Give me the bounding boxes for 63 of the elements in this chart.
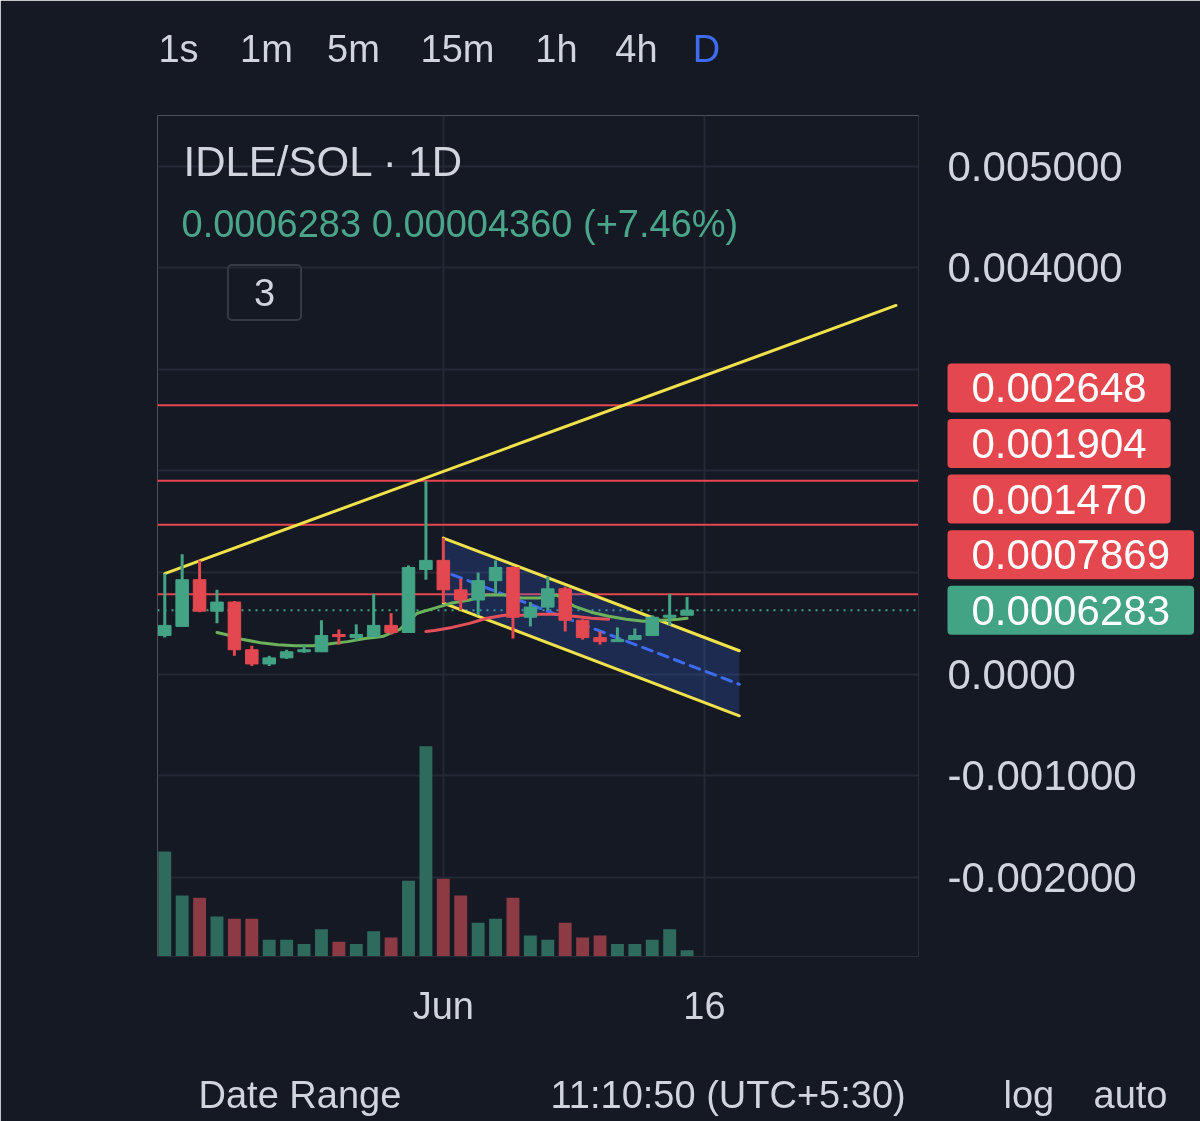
bar [523, 935, 537, 957]
bar [489, 918, 502, 957]
y-tick-label: 0.0000 [947, 650, 1076, 698]
x-tick-label: Jun [412, 984, 474, 1027]
text: 15m [420, 27, 495, 70]
bar [558, 922, 572, 957]
ref-line-label: 0.001904 [971, 420, 1147, 468]
text: Date Range [198, 1073, 402, 1116]
candlestick [645, 615, 660, 637]
text: log [1003, 1073, 1055, 1116]
bar [384, 937, 398, 957]
bar [402, 880, 415, 957]
candlestick [662, 592, 677, 626]
bar [576, 937, 590, 957]
x-tick-label: 16 [683, 984, 726, 1027]
bar [367, 931, 381, 957]
text: 0.0006283 0.00004360 (+7.46%) [181, 202, 739, 245]
y-tick-label: -0.002000 [947, 853, 1137, 901]
bar [454, 895, 468, 957]
text: 1h [535, 27, 578, 70]
bar [315, 929, 328, 957]
bar [436, 878, 450, 957]
ref-line-label: 0.001470 [971, 475, 1147, 523]
bar [193, 897, 207, 957]
text: 4h [615, 27, 658, 70]
text: 1s [158, 27, 199, 70]
bar [541, 939, 555, 957]
bar [349, 943, 363, 957]
candlestick [314, 620, 329, 653]
y-tick-label: 0.005000 [947, 142, 1123, 190]
candlestick [245, 645, 259, 667]
bar [332, 941, 346, 957]
annotation: 3 [253, 272, 276, 314]
bar [680, 950, 694, 957]
text: auto [1093, 1073, 1168, 1116]
bar [227, 918, 241, 957]
bar [262, 939, 276, 957]
text: 1m [240, 27, 293, 70]
text: D [692, 27, 721, 70]
bar [645, 939, 659, 957]
text: 11:10:50 (UTC+5:30) [550, 1073, 906, 1116]
candlestick [384, 613, 398, 635]
bar [245, 918, 259, 957]
y-tick-label: 0.004000 [947, 244, 1123, 292]
bar [158, 851, 172, 957]
text: 5m [327, 27, 380, 70]
bar [593, 935, 607, 957]
bar [628, 943, 642, 957]
bar [471, 922, 485, 957]
candlestick [488, 560, 503, 594]
text: IDLE/SOL · 1D [183, 138, 463, 185]
bar [175, 895, 189, 957]
ref-line-label: 0.0007869 [971, 531, 1171, 579]
bar [611, 943, 624, 957]
candlestick [419, 481, 433, 580]
bar [419, 746, 433, 957]
ref-line-label: 0.002648 [971, 364, 1147, 412]
ref-line-label: 0.0006283 [971, 586, 1171, 634]
bar [663, 929, 677, 957]
bar [280, 939, 294, 957]
y-tick-label: -0.001000 [947, 752, 1137, 800]
bar [210, 916, 224, 957]
bar [506, 897, 520, 957]
